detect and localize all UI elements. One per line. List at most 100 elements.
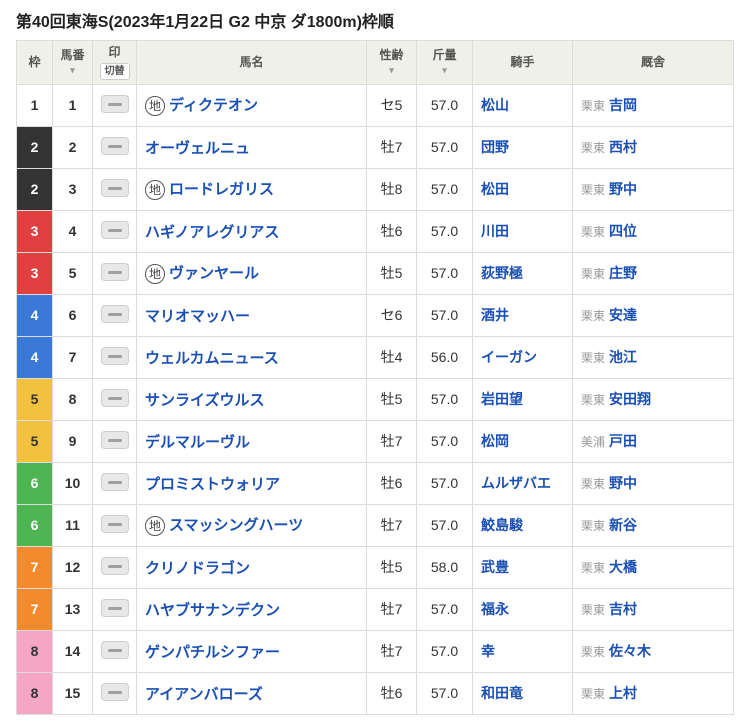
mark-selector[interactable] (101, 389, 129, 407)
mark-selector[interactable] (101, 179, 129, 197)
horse-name-link[interactable]: ハヤブサナンデクン (145, 602, 280, 619)
jockey-link[interactable]: ムルザバエ (473, 462, 573, 504)
mark-cell[interactable] (93, 336, 137, 378)
header-waku-label: 枠 (28, 55, 40, 69)
stable-cell: 美浦戸田 (573, 420, 734, 462)
horse-name-link[interactable]: ヴァンヤール (169, 265, 259, 282)
mark-cell[interactable] (93, 546, 137, 588)
weight-cell: 57.0 (417, 672, 473, 714)
jockey-link[interactable]: 松山 (473, 84, 573, 126)
jockey-link[interactable]: 川田 (473, 210, 573, 252)
horse-name-link[interactable]: アイアンバローズ (145, 686, 263, 703)
mark-toggle-button[interactable]: 切替 (100, 63, 130, 80)
horse-name-link[interactable]: ロードレガリス (169, 181, 274, 198)
mark-selector[interactable] (101, 473, 129, 491)
jockey-link[interactable]: 和田竜 (473, 672, 573, 714)
horse-name-link[interactable]: マリオマッハー (145, 308, 250, 325)
trainer-link[interactable]: 吉岡 (609, 97, 637, 113)
mark-cell[interactable] (93, 84, 137, 126)
trainer-link[interactable]: 池江 (609, 349, 637, 365)
trainer-link[interactable]: 大橋 (609, 559, 637, 575)
weight-cell: 57.0 (417, 378, 473, 420)
mark-selector[interactable] (101, 431, 129, 449)
header-waku[interactable]: 枠 (17, 41, 53, 85)
horse-name-link[interactable]: ウェルカムニュース (145, 350, 279, 367)
mark-selector[interactable] (101, 599, 129, 617)
sexage-cell: セ5 (367, 84, 417, 126)
jockey-link[interactable]: 荻野極 (473, 252, 573, 294)
mark-cell[interactable] (93, 588, 137, 630)
race-entry-table: 枠 馬番 ▾ 印 切替 馬名 性齢 ▾ 斤量 (16, 40, 734, 715)
mark-selector[interactable] (101, 683, 129, 701)
mark-selector[interactable] (101, 641, 129, 659)
trainer-link[interactable]: 野中 (609, 181, 637, 197)
mark-selector[interactable] (101, 305, 129, 323)
horse-name-cell: サンライズウルス (137, 378, 367, 420)
jockey-link[interactable]: イーガン (473, 336, 573, 378)
waku-cell: 6 (17, 504, 53, 546)
mark-selector[interactable] (101, 557, 129, 575)
trainer-link[interactable]: 戸田 (609, 433, 637, 449)
header-mark-label: 印 (108, 45, 120, 59)
mark-cell[interactable] (93, 126, 137, 168)
jockey-link[interactable]: 松田 (473, 168, 573, 210)
chevron-down-icon: ▾ (369, 65, 414, 77)
mark-selector[interactable] (101, 95, 129, 113)
jockey-link[interactable]: 武豊 (473, 546, 573, 588)
trainer-link[interactable]: 野中 (609, 475, 637, 491)
mark-selector[interactable] (101, 515, 129, 533)
jockey-link[interactable]: 酒井 (473, 294, 573, 336)
horse-name-link[interactable]: クリノドラゴン (145, 560, 250, 577)
mark-cell[interactable] (93, 630, 137, 672)
mark-cell[interactable] (93, 420, 137, 462)
horse-name-link[interactable]: ハギノアレグリアス (145, 224, 279, 241)
header-stable[interactable]: 厩舎 (573, 41, 734, 85)
horse-name-link[interactable]: ゲンパチルシファー (145, 644, 280, 661)
header-sexage-label: 性齢 (379, 48, 403, 62)
mark-selector[interactable] (101, 137, 129, 155)
header-weight[interactable]: 斤量 ▾ (417, 41, 473, 85)
horse-name-link[interactable]: デルマルーヴル (145, 434, 250, 451)
horse-name-link[interactable]: オーヴェルニュ (145, 140, 250, 157)
horse-name-link[interactable]: ディクテオン (169, 97, 258, 114)
mark-cell[interactable] (93, 378, 137, 420)
mark-cell[interactable] (93, 504, 137, 546)
mark-selector[interactable] (101, 347, 129, 365)
mark-selector[interactable] (101, 221, 129, 239)
jockey-link[interactable]: 岩田望 (473, 378, 573, 420)
trainer-link[interactable]: 吉村 (609, 601, 637, 617)
jockey-link[interactable]: 団野 (473, 126, 573, 168)
horse-name-link[interactable]: スマッシングハーツ (169, 517, 303, 534)
umaban-cell: 12 (53, 546, 93, 588)
mark-selector[interactable] (101, 263, 129, 281)
jockey-link[interactable]: 福永 (473, 588, 573, 630)
horse-name-cell: ハギノアレグリアス (137, 210, 367, 252)
trainer-link[interactable]: 庄野 (609, 265, 637, 281)
trainer-link[interactable]: 安達 (609, 307, 637, 323)
mark-cell[interactable] (93, 210, 137, 252)
horse-name-link[interactable]: サンライズウルス (145, 392, 265, 409)
mark-cell[interactable] (93, 294, 137, 336)
horse-name-cell: 地ロードレガリス (137, 168, 367, 210)
horse-name-link[interactable]: プロミストウォリア (145, 476, 280, 493)
trainer-link[interactable]: 新谷 (609, 517, 637, 533)
mark-cell[interactable] (93, 462, 137, 504)
trainer-link[interactable]: 佐々木 (609, 643, 651, 659)
trainer-link[interactable]: 四位 (609, 223, 637, 239)
stable-region: 栗東 (581, 687, 605, 701)
mark-cell[interactable] (93, 252, 137, 294)
header-sexage[interactable]: 性齢 ▾ (367, 41, 417, 85)
jockey-link[interactable]: 松岡 (473, 420, 573, 462)
table-row: 59デルマルーヴル牡757.0松岡美浦戸田 (17, 420, 734, 462)
header-jockey[interactable]: 騎手 (473, 41, 573, 85)
header-umaban[interactable]: 馬番 ▾ (53, 41, 93, 85)
jockey-link[interactable]: 幸 (473, 630, 573, 672)
trainer-link[interactable]: 上村 (609, 685, 637, 701)
mark-cell[interactable] (93, 672, 137, 714)
horse-name-cell: アイアンバローズ (137, 672, 367, 714)
jockey-link[interactable]: 鮫島駿 (473, 504, 573, 546)
trainer-link[interactable]: 西村 (609, 139, 637, 155)
mark-cell[interactable] (93, 168, 137, 210)
header-name[interactable]: 馬名 (137, 41, 367, 85)
trainer-link[interactable]: 安田翔 (609, 391, 651, 407)
